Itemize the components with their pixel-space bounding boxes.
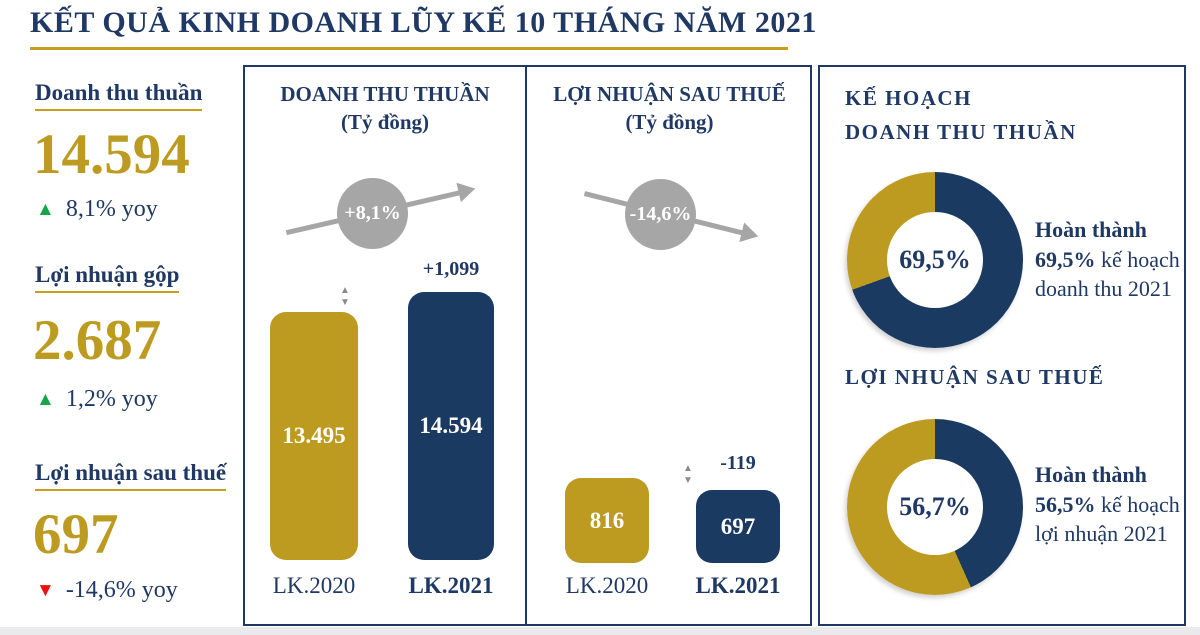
trend-up-icon: ▲ xyxy=(36,388,55,410)
donut-hole xyxy=(887,459,983,555)
small-up-icon: ▲ xyxy=(683,463,693,474)
note-bold-pct: 56,5% xyxy=(1035,491,1096,517)
note-rest: kế hoạch xyxy=(1095,246,1180,272)
panel-divider xyxy=(525,65,527,626)
donut-center-label: 56,7% xyxy=(899,492,971,521)
stat-block-gross-profit: Lợi nhuận gộp xyxy=(35,262,180,293)
bar-value-label: 14.594 xyxy=(419,413,483,438)
note-bold: Hoàn thành xyxy=(1035,462,1147,487)
plan-heading-line2: DOANH THU THUẦN xyxy=(845,120,1077,144)
bar-diff-label: -119 xyxy=(720,452,756,474)
donut-revenue-plan: 69,5% xyxy=(847,172,1023,348)
bar-lk2020: 13.495 xyxy=(270,312,358,560)
stat-label-net-revenue: Doanh thu thuần xyxy=(35,80,203,111)
page-title: KẾT QUẢ KINH DOANH LŨY KẾ 10 THÁNG NĂM 2… xyxy=(30,6,817,39)
chart-title-line: LỢI NHUẬN SAU THUẾ xyxy=(553,82,786,106)
category-label-lk2020: LK.2020 xyxy=(272,573,356,598)
stat-label-net-profit: Lợi nhuận sau thuế xyxy=(35,460,227,491)
stat-label-gross-profit: Lợi nhuận gộp xyxy=(35,262,180,293)
stat-value-net-profit: 697 xyxy=(33,503,119,566)
plan-heading-line1: KẾ HOẠCH xyxy=(845,86,972,110)
trend-up-icon: ▲ xyxy=(36,198,55,220)
donut-profit-plan: 56,7% xyxy=(847,419,1023,595)
trend-badge: -14,6% xyxy=(625,179,696,250)
note-bold: Hoàn thành xyxy=(1035,217,1147,242)
chart-title-line: DOANH THU THUẦN xyxy=(280,82,490,106)
donut-center-label: 69,5% xyxy=(899,245,971,274)
category-label-lk2021: LK.2021 xyxy=(695,573,781,598)
chart-title: DOANH THU THUẦN (Tỷ đồng) xyxy=(247,80,523,137)
stat-value-net-revenue: 14.594 xyxy=(33,123,190,186)
title-underline xyxy=(30,47,788,50)
stat-block-net-revenue: Doanh thu thuần xyxy=(35,80,203,111)
stat-delta-text: 8,1% yoy xyxy=(65,196,158,222)
plan-heading-profit: LỢI NHUẬN SAU THUẾ xyxy=(845,365,1105,389)
stat-value-gross-profit: 2.687 xyxy=(33,309,162,372)
donut-hole xyxy=(887,212,983,308)
small-down-icon: ▼ xyxy=(683,475,693,486)
bar-value-label: 13.495 xyxy=(282,423,346,448)
small-down-icon: ▼ xyxy=(340,297,350,308)
stat-delta-gross-profit: ▲ 1,2% yoy xyxy=(36,386,158,413)
bottom-strip xyxy=(0,627,1200,635)
stat-delta-text: 1,2% yoy xyxy=(65,386,158,412)
note-line3: doanh thu 2021 xyxy=(1035,276,1172,302)
variance-arrows-icon: ▲ ▼ xyxy=(340,286,350,308)
bar-value-label: 816 xyxy=(589,507,625,533)
stat-delta-net-profit: ▼ -14,6% yoy xyxy=(36,577,178,604)
stat-delta-text: -14,6% yoy xyxy=(65,577,178,603)
chart-unit-label: (Tỷ đồng) xyxy=(625,110,714,135)
trend-badge: +8,1% xyxy=(337,178,408,249)
note-bold-pct: 69,5% xyxy=(1035,246,1096,272)
donut-note-profit: Hoàn thành 56,5% kế hoạch lợi nhuận 2021 xyxy=(1035,460,1185,549)
bar-lk2020: 816 xyxy=(565,478,649,563)
chart-title: LỢI NHUẬN SAU THUẾ (Tỷ đồng) xyxy=(529,80,810,137)
category-label-lk2020: LK.2020 xyxy=(565,573,649,598)
bar-diff-label: +1,099 xyxy=(422,258,480,280)
stat-block-net-profit: Lợi nhuận sau thuế xyxy=(35,460,227,491)
bar-lk2021: 697 xyxy=(696,490,780,563)
category-label-lk2021: LK.2021 xyxy=(408,573,494,598)
stat-delta-net-revenue: ▲ 8,1% yoy xyxy=(36,196,158,223)
variance-arrows-icon: ▲ ▼ xyxy=(683,464,693,486)
note-line3: lợi nhuận 2021 xyxy=(1035,521,1168,547)
trend-down-icon: ▼ xyxy=(36,579,55,601)
note-rest: kế hoạch xyxy=(1095,491,1180,517)
donut-note-revenue: Hoàn thành 69,5% kế hoạch doanh thu 2021 xyxy=(1035,215,1185,304)
bar-value-label: 697 xyxy=(720,513,756,539)
chart-unit-label: (Tỷ đồng) xyxy=(340,110,430,135)
bar-lk2021: 14.594 xyxy=(408,292,494,560)
small-up-icon: ▲ xyxy=(340,285,350,296)
